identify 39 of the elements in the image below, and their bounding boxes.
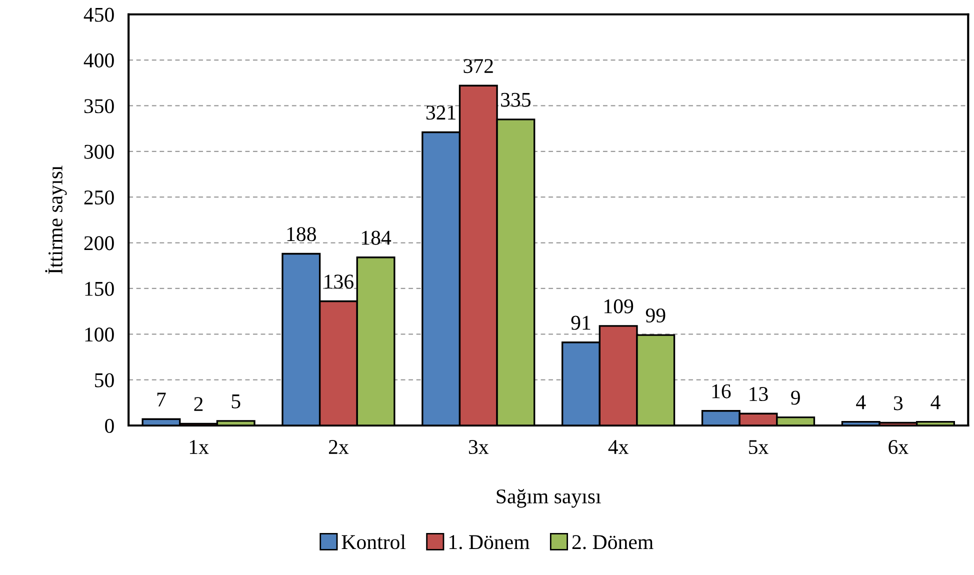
x-tick-label: 4x <box>608 440 628 454</box>
x-tick-label: 3x <box>468 440 489 454</box>
x-tick-label: 2x <box>328 440 349 454</box>
legend-label: Kontrol <box>342 534 406 550</box>
legend-label: 2. Dönem <box>572 535 654 550</box>
y-tick-label: 0 <box>105 418 114 433</box>
data-label: 13 <box>750 387 768 402</box>
data-label: 4 <box>856 395 866 410</box>
x-tick-label: 1x <box>190 440 209 454</box>
data-label: 109 <box>604 299 634 314</box>
data-label: 2 <box>194 397 203 411</box>
data-label: 188 <box>287 227 316 242</box>
data-label: 7 <box>157 392 166 406</box>
data-label: 16 <box>712 384 731 398</box>
y-tick-label: 150 <box>85 282 114 296</box>
data-label: 9 <box>791 390 800 405</box>
y-tick-label: 400 <box>84 53 114 68</box>
x-axis-title: Sağım sayısı <box>496 489 601 508</box>
legend-label: 1. Dönem <box>449 535 530 550</box>
y-tick-label: 100 <box>85 328 114 342</box>
y-tick-label: 250 <box>84 190 114 205</box>
y-tick-label: 200 <box>84 236 114 250</box>
y-tick-label: 50 <box>95 373 114 388</box>
data-label: 372 <box>464 59 493 74</box>
x-tick-label: 6x <box>888 440 908 454</box>
data-label: 321 <box>426 106 456 120</box>
data-label: 136 <box>324 274 354 289</box>
data-label: 99 <box>646 308 666 322</box>
data-label: 4 <box>930 395 940 410</box>
data-label: 335 <box>501 92 531 107</box>
y-tick-label: 350 <box>84 99 114 114</box>
y-tick-label: 300 <box>84 144 114 159</box>
y-tick-label: 450 <box>84 8 114 22</box>
data-label: 5 <box>232 394 240 408</box>
data-label: 91 <box>571 316 590 330</box>
data-label: 3 <box>894 396 903 410</box>
y-axis-title: İttirme sayısı <box>45 166 67 274</box>
x-tick-label: 5x <box>749 440 768 454</box>
data-label: 184 <box>362 230 392 245</box>
